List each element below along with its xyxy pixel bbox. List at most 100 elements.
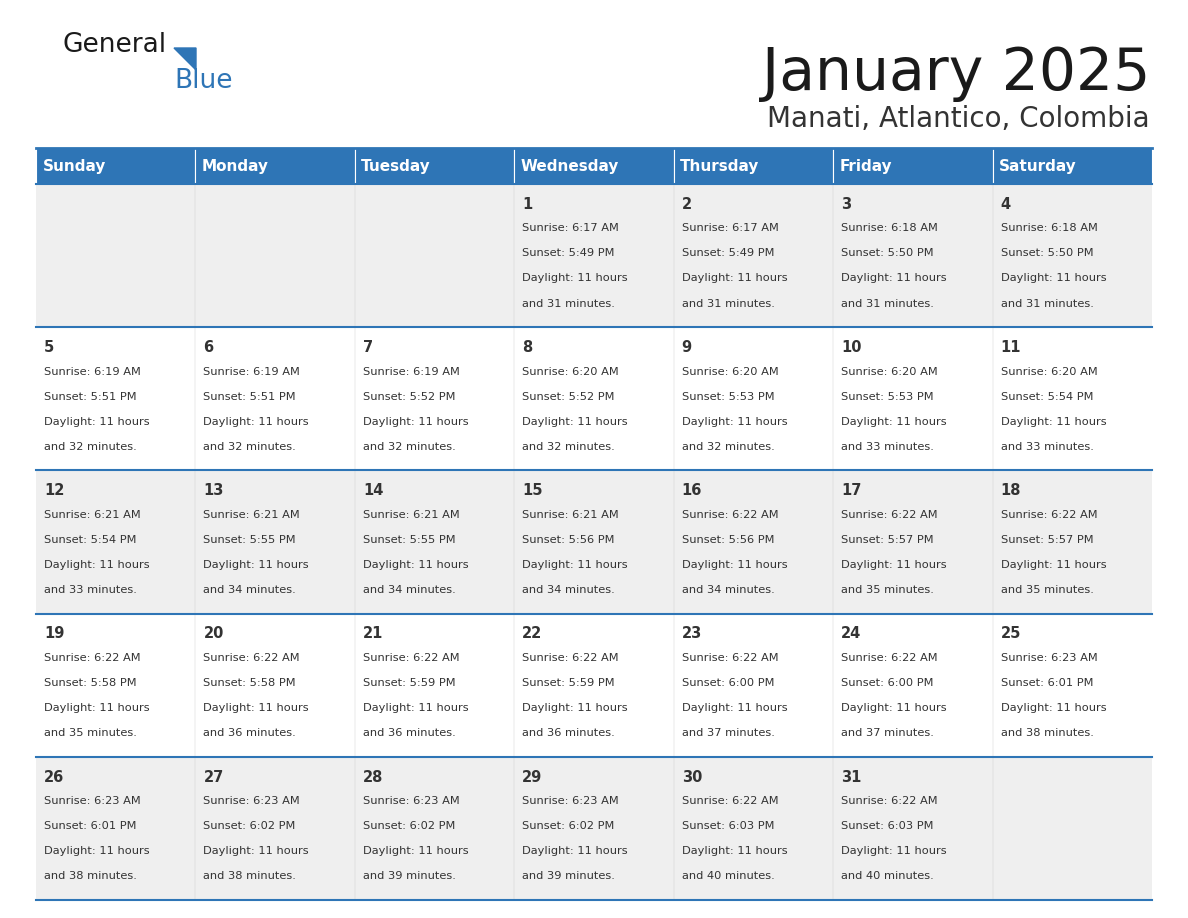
Text: Daylight: 11 hours: Daylight: 11 hours (841, 274, 947, 284)
Text: Sunset: 5:54 PM: Sunset: 5:54 PM (1000, 392, 1093, 402)
Text: and 34 minutes.: and 34 minutes. (682, 585, 775, 595)
Polygon shape (173, 48, 196, 70)
Text: and 34 minutes.: and 34 minutes. (203, 585, 296, 595)
Text: Sunset: 5:54 PM: Sunset: 5:54 PM (44, 535, 137, 545)
Text: Sunset: 5:56 PM: Sunset: 5:56 PM (523, 535, 614, 545)
Text: Daylight: 11 hours: Daylight: 11 hours (362, 703, 468, 713)
Text: January 2025: January 2025 (762, 45, 1150, 102)
Text: 11: 11 (1000, 340, 1020, 355)
Text: Sunrise: 6:21 AM: Sunrise: 6:21 AM (523, 509, 619, 520)
Text: and 36 minutes.: and 36 minutes. (523, 728, 615, 738)
Text: Sunrise: 6:23 AM: Sunrise: 6:23 AM (523, 796, 619, 806)
Text: and 32 minutes.: and 32 minutes. (44, 442, 137, 452)
Text: and 32 minutes.: and 32 minutes. (523, 442, 615, 452)
Bar (992, 148, 1152, 184)
Text: Sunrise: 6:22 AM: Sunrise: 6:22 AM (682, 509, 778, 520)
Text: Sunrise: 6:20 AM: Sunrise: 6:20 AM (1000, 366, 1098, 376)
Text: 16: 16 (682, 483, 702, 498)
Text: 10: 10 (841, 340, 861, 355)
Text: General: General (62, 32, 166, 58)
Text: and 32 minutes.: and 32 minutes. (682, 442, 775, 452)
Text: 2: 2 (682, 196, 691, 212)
Text: 27: 27 (203, 769, 223, 785)
Text: and 37 minutes.: and 37 minutes. (841, 728, 934, 738)
Text: Sunrise: 6:22 AM: Sunrise: 6:22 AM (841, 509, 937, 520)
Text: Sunrise: 6:22 AM: Sunrise: 6:22 AM (362, 653, 460, 663)
Text: Sunset: 5:56 PM: Sunset: 5:56 PM (682, 535, 775, 545)
Text: Sunrise: 6:22 AM: Sunrise: 6:22 AM (682, 653, 778, 663)
Text: and 31 minutes.: and 31 minutes. (841, 298, 934, 308)
Text: Sunrise: 6:23 AM: Sunrise: 6:23 AM (362, 796, 460, 806)
Text: 6: 6 (203, 340, 214, 355)
Text: and 34 minutes.: and 34 minutes. (362, 585, 455, 595)
Text: Blue: Blue (173, 68, 233, 94)
Text: and 31 minutes.: and 31 minutes. (523, 298, 615, 308)
Text: Daylight: 11 hours: Daylight: 11 hours (841, 560, 947, 570)
Text: Sunset: 5:51 PM: Sunset: 5:51 PM (203, 392, 296, 402)
Text: and 33 minutes.: and 33 minutes. (841, 442, 934, 452)
Text: Sunset: 6:01 PM: Sunset: 6:01 PM (44, 822, 137, 831)
Text: and 38 minutes.: and 38 minutes. (1000, 728, 1093, 738)
Text: Daylight: 11 hours: Daylight: 11 hours (841, 417, 947, 427)
Text: Sunset: 6:03 PM: Sunset: 6:03 PM (682, 822, 775, 831)
Text: 26: 26 (44, 769, 64, 785)
Text: and 38 minutes.: and 38 minutes. (203, 871, 296, 881)
Text: and 39 minutes.: and 39 minutes. (523, 871, 615, 881)
Text: Sunrise: 6:17 AM: Sunrise: 6:17 AM (523, 223, 619, 233)
Text: Daylight: 11 hours: Daylight: 11 hours (523, 560, 628, 570)
Text: 12: 12 (44, 483, 64, 498)
Text: Daylight: 11 hours: Daylight: 11 hours (1000, 274, 1106, 284)
Text: Sunrise: 6:20 AM: Sunrise: 6:20 AM (682, 366, 778, 376)
Text: Sunset: 5:58 PM: Sunset: 5:58 PM (203, 678, 296, 688)
Bar (36, 470, 1152, 613)
Text: Sunset: 5:57 PM: Sunset: 5:57 PM (841, 535, 934, 545)
Text: Daylight: 11 hours: Daylight: 11 hours (203, 560, 309, 570)
Text: Sunset: 5:59 PM: Sunset: 5:59 PM (523, 678, 615, 688)
Text: 15: 15 (523, 483, 543, 498)
Text: Sunset: 5:49 PM: Sunset: 5:49 PM (682, 249, 775, 259)
Text: Daylight: 11 hours: Daylight: 11 hours (523, 703, 628, 713)
Text: Daylight: 11 hours: Daylight: 11 hours (44, 560, 150, 570)
Text: Daylight: 11 hours: Daylight: 11 hours (682, 846, 788, 856)
Text: Sunset: 5:58 PM: Sunset: 5:58 PM (44, 678, 137, 688)
Bar (36, 184, 1152, 327)
Text: and 31 minutes.: and 31 minutes. (682, 298, 775, 308)
Text: and 33 minutes.: and 33 minutes. (1000, 442, 1093, 452)
Text: Sunrise: 6:19 AM: Sunrise: 6:19 AM (44, 366, 141, 376)
Text: Sunrise: 6:17 AM: Sunrise: 6:17 AM (682, 223, 778, 233)
Text: Sunrise: 6:22 AM: Sunrise: 6:22 AM (44, 653, 140, 663)
Text: Sunset: 5:53 PM: Sunset: 5:53 PM (682, 392, 775, 402)
Bar (36, 756, 1152, 900)
Text: 8: 8 (523, 340, 532, 355)
Text: 18: 18 (1000, 483, 1020, 498)
Text: Sunset: 6:02 PM: Sunset: 6:02 PM (362, 822, 455, 831)
Text: Daylight: 11 hours: Daylight: 11 hours (682, 560, 788, 570)
Text: Sunset: 6:00 PM: Sunset: 6:00 PM (682, 678, 775, 688)
Text: 21: 21 (362, 626, 384, 642)
Text: Thursday: Thursday (680, 159, 759, 174)
Text: Daylight: 11 hours: Daylight: 11 hours (203, 703, 309, 713)
Text: Saturday: Saturday (999, 159, 1076, 174)
Text: Wednesday: Wednesday (520, 159, 619, 174)
Text: 13: 13 (203, 483, 223, 498)
Text: 31: 31 (841, 769, 861, 785)
Text: Daylight: 11 hours: Daylight: 11 hours (203, 846, 309, 856)
Text: Sunset: 6:00 PM: Sunset: 6:00 PM (841, 678, 934, 688)
Text: and 31 minutes.: and 31 minutes. (1000, 298, 1093, 308)
Text: and 35 minutes.: and 35 minutes. (841, 585, 934, 595)
Text: Sunrise: 6:21 AM: Sunrise: 6:21 AM (44, 509, 140, 520)
Text: 1: 1 (523, 196, 532, 212)
Bar (355, 148, 514, 184)
Text: Sunrise: 6:23 AM: Sunrise: 6:23 AM (203, 796, 301, 806)
Text: Daylight: 11 hours: Daylight: 11 hours (682, 274, 788, 284)
Text: Sunrise: 6:20 AM: Sunrise: 6:20 AM (841, 366, 937, 376)
Text: and 35 minutes.: and 35 minutes. (1000, 585, 1093, 595)
Text: Daylight: 11 hours: Daylight: 11 hours (44, 417, 150, 427)
Text: Daylight: 11 hours: Daylight: 11 hours (1000, 703, 1106, 713)
Text: Sunrise: 6:19 AM: Sunrise: 6:19 AM (203, 366, 301, 376)
Text: Monday: Monday (202, 159, 268, 174)
Bar (36, 327, 1152, 470)
Text: Sunrise: 6:22 AM: Sunrise: 6:22 AM (841, 796, 937, 806)
Text: 24: 24 (841, 626, 861, 642)
Text: Sunset: 5:50 PM: Sunset: 5:50 PM (1000, 249, 1093, 259)
